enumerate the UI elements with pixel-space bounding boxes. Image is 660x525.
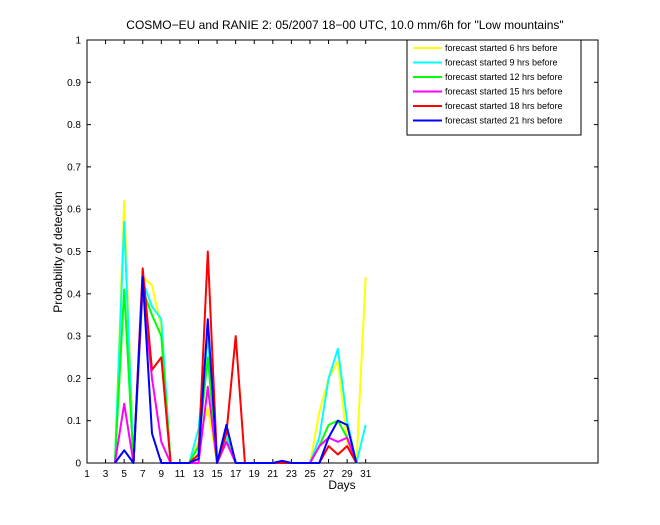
x-tick-label: 31 — [360, 469, 372, 480]
x-tick-label: 17 — [230, 469, 242, 480]
x-tick-label: 19 — [249, 469, 261, 480]
y-tick-label: 0.6 — [67, 205, 81, 216]
y-tick-label: 0.2 — [67, 374, 81, 385]
x-tick-label: 1 — [84, 469, 90, 480]
x-tick-label: 23 — [286, 469, 298, 480]
legend-label-4: forecast started 15 hrs before — [445, 87, 563, 97]
legend-label-5: forecast started 18 hrs before — [445, 101, 563, 111]
x-tick-label: 7 — [140, 469, 146, 480]
series-line-6 — [114, 275, 358, 464]
x-tick-label: 27 — [323, 469, 335, 480]
y-tick-label: 1 — [75, 36, 81, 47]
y-tick-label: 0.7 — [67, 162, 81, 173]
x-tick-label: 25 — [304, 469, 316, 480]
legend-label-6: forecast started 21 hrs before — [445, 116, 563, 126]
y-tick-label: 0.4 — [67, 289, 81, 300]
legend-label-3: forecast started 12 hrs before — [445, 72, 563, 82]
y-tick-label: 0.9 — [67, 78, 81, 89]
x-tick-label: 5 — [121, 469, 127, 480]
y-axis-label: Probability of detection — [51, 191, 65, 312]
x-tick-label: 29 — [342, 469, 354, 480]
chart-title: COSMO−EU and RANIE 2: 05/2007 18−00 UTC,… — [126, 18, 563, 32]
legend-label-1: forecast started 6 hrs before — [445, 43, 558, 53]
legend-box — [406, 39, 582, 136]
legend-label-2: forecast started 9 hrs before — [445, 58, 558, 68]
x-axis-label: Days — [328, 478, 355, 492]
y-tick-label: 0.3 — [67, 332, 81, 343]
x-tick-label: 15 — [212, 469, 224, 480]
x-tick-label: 3 — [103, 469, 109, 480]
x-tick-label: 9 — [159, 469, 165, 480]
legend: forecast started 6 hrs before forecast st… — [406, 39, 582, 136]
y-tick-label: 0.8 — [67, 120, 81, 131]
y-tick-label: 0 — [75, 459, 81, 470]
y-tick-label: 0.5 — [67, 247, 81, 258]
x-tick-label: 21 — [267, 469, 279, 480]
x-tick-label: 11 — [175, 469, 186, 480]
x-tick-label: 13 — [193, 469, 205, 480]
y-tick-label: 0.1 — [67, 416, 81, 427]
